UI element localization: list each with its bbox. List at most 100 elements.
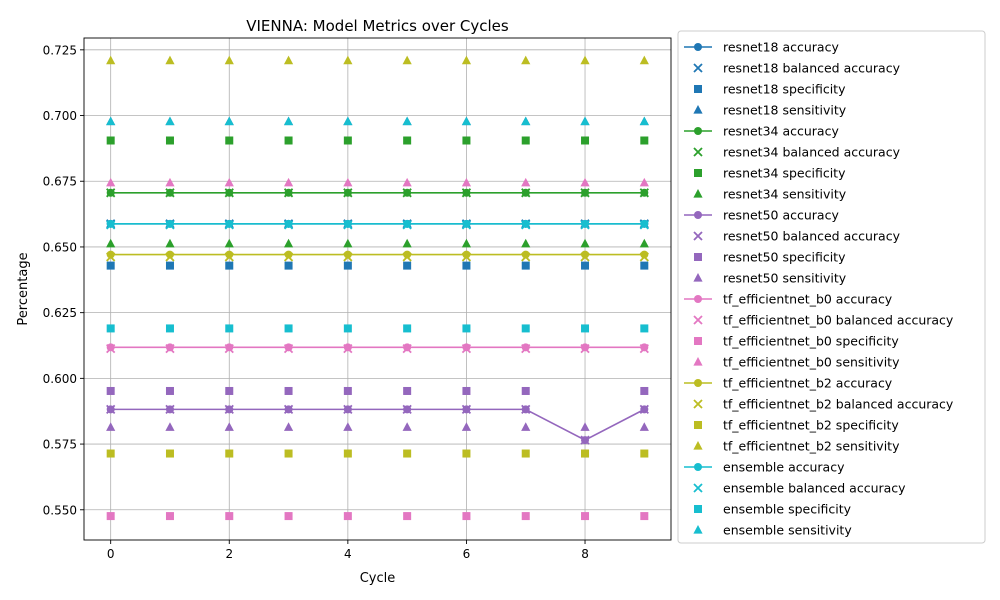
data-point	[640, 250, 649, 259]
data-point	[402, 220, 412, 230]
data-point	[403, 512, 412, 521]
data-point	[165, 344, 175, 354]
data-point	[402, 55, 412, 65]
legend: resnet18 accuracy resnet18 balanced accur…	[677, 30, 986, 544]
legend-marker	[693, 147, 703, 157]
legend-marker	[693, 105, 703, 114]
data-point	[580, 220, 590, 230]
data-point	[283, 404, 294, 415]
legend-label: tf_efficientnet_b2 sensitivity	[723, 439, 900, 454]
data-point	[343, 512, 352, 521]
legend-marker	[693, 189, 703, 198]
y-axis-label: Percentage	[16, 252, 31, 325]
series-tf-efficientnet-b0-accuracy	[106, 343, 649, 352]
legend-marker	[694, 211, 702, 219]
legend-item: tf_efficientnet_b0 accuracy	[684, 292, 893, 307]
data-point	[106, 512, 115, 521]
y-tick-label: 0.650	[43, 240, 77, 254]
data-point	[343, 177, 353, 187]
data-point	[165, 116, 175, 126]
legend-label: resnet50 balanced accuracy	[723, 229, 901, 244]
data-point	[521, 386, 530, 395]
legend-label: ensemble balanced accuracy	[723, 481, 906, 496]
x-tick-label: 6	[463, 547, 471, 561]
legend-marker	[694, 421, 702, 429]
legend-marker	[694, 253, 702, 261]
data-point	[106, 343, 115, 352]
data-point	[284, 136, 293, 145]
data-point	[521, 449, 530, 458]
legend-item: ensemble sensitivity	[693, 523, 852, 538]
legend-label: resnet50 sensitivity	[723, 271, 847, 286]
y-tick-label: 0.725	[43, 43, 77, 57]
data-point	[639, 220, 649, 230]
legend-item: resnet18 specificity	[694, 82, 846, 97]
data-point	[165, 250, 174, 259]
data-point	[106, 344, 116, 354]
axes: 0 2 4 6 8 0.550 0.575 0.600 0.625 0.650 0.675 0.700…	[43, 43, 589, 561]
data-point	[461, 188, 472, 198]
data-point	[461, 220, 472, 230]
legend-label: ensemble sensitivity	[723, 523, 852, 538]
x-tick-label: 0	[107, 547, 115, 561]
data-point	[165, 55, 175, 65]
legend-item: resnet34 accuracy	[684, 124, 839, 139]
data-point	[106, 250, 115, 259]
legend-item: resnet34 balanced accuracy	[693, 145, 901, 160]
data-point	[165, 238, 175, 248]
legend-item: ensemble accuracy	[684, 460, 845, 475]
data-point	[521, 252, 531, 262]
data-point	[521, 324, 530, 333]
legend-marker	[694, 295, 702, 303]
data-point	[640, 512, 649, 521]
legend-label: tf_efficientnet_b2 specificity	[723, 418, 899, 433]
series-line	[110, 408, 645, 442]
data-point	[283, 116, 294, 126]
series-resnet18-specificity	[106, 261, 649, 270]
data-point	[106, 238, 116, 248]
data-point	[521, 250, 530, 259]
data-point	[224, 188, 234, 198]
data-point	[639, 116, 649, 126]
data-point	[106, 324, 115, 333]
data-point	[284, 343, 293, 352]
legend-marker	[693, 231, 703, 241]
series-resnet34-balanced-accuracy	[106, 188, 649, 198]
data-point	[521, 344, 531, 354]
data-point	[639, 238, 649, 248]
data-point	[640, 343, 649, 352]
data-point	[402, 344, 412, 354]
legend-item: ensemble balanced accuracy	[693, 481, 906, 496]
legend-marker	[693, 273, 703, 282]
plot-series	[106, 55, 649, 521]
legend-item: resnet34 specificity	[694, 166, 846, 181]
data-point	[580, 188, 590, 198]
data-point	[343, 250, 352, 259]
data-point	[165, 136, 174, 145]
data-point	[461, 344, 472, 354]
data-point	[461, 177, 472, 187]
data-point	[283, 252, 294, 262]
data-point	[402, 188, 412, 198]
data-point	[639, 404, 649, 415]
data-point	[284, 449, 293, 458]
data-point	[461, 404, 472, 415]
legend-item: tf_efficientnet_b2 specificity	[694, 418, 899, 433]
chart-title: VIENNA: Model Metrics over Cycles	[246, 17, 509, 35]
data-point	[462, 261, 471, 270]
data-point	[580, 422, 590, 431]
legend-label: resnet50 specificity	[723, 250, 846, 265]
x-tick-label: 4	[344, 547, 352, 561]
y-tick-label: 0.600	[43, 372, 77, 386]
data-point	[639, 177, 649, 187]
data-point	[402, 116, 412, 126]
data-point	[461, 422, 472, 431]
series-tf-efficientnet-b0-sensitivity	[106, 177, 649, 187]
data-point	[283, 422, 294, 431]
data-point	[521, 136, 530, 145]
legend-label: resnet18 accuracy	[723, 40, 839, 55]
legend-label: tf_efficientnet_b2 balanced accuracy	[723, 397, 954, 412]
data-point	[402, 404, 412, 415]
data-point	[165, 324, 174, 333]
